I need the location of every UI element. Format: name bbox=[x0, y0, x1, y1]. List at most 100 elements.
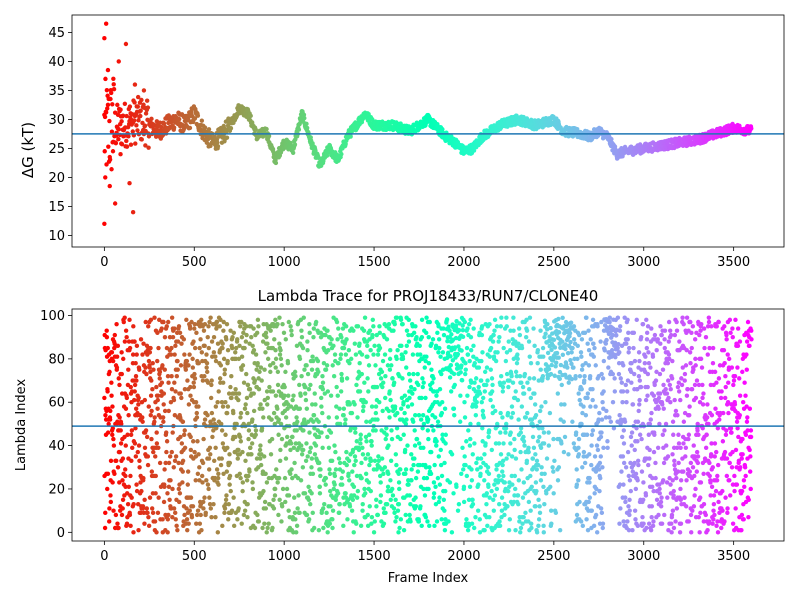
lambda-point bbox=[136, 395, 141, 401]
lambda-point bbox=[149, 469, 155, 474]
lambda-point bbox=[621, 482, 626, 487]
lambda-point bbox=[265, 402, 270, 407]
lambda-point bbox=[515, 493, 521, 498]
lambda-point bbox=[268, 328, 273, 333]
lambda-point bbox=[204, 352, 209, 357]
lambda-point bbox=[509, 454, 515, 459]
lambda-point bbox=[107, 369, 112, 375]
lambda-point bbox=[657, 491, 662, 496]
lambda-point bbox=[335, 393, 340, 398]
lambda-point bbox=[648, 527, 654, 533]
lambda-point bbox=[239, 521, 244, 526]
lambda-point bbox=[154, 384, 159, 390]
lambda-point bbox=[353, 458, 358, 463]
lambda-point bbox=[405, 443, 410, 448]
lambda-point bbox=[365, 343, 370, 349]
lambda-point bbox=[272, 337, 277, 342]
lambda-point bbox=[654, 347, 659, 353]
lambda-point bbox=[240, 488, 245, 494]
lambda-point bbox=[389, 436, 395, 442]
lambda-point bbox=[439, 371, 444, 377]
lambda-point bbox=[220, 404, 226, 409]
dg-point bbox=[127, 181, 132, 186]
lambda-point bbox=[498, 410, 503, 416]
lambda-point bbox=[478, 471, 483, 476]
lambda-point bbox=[180, 469, 185, 474]
lambda-point bbox=[221, 380, 226, 385]
lambda-point bbox=[316, 434, 322, 440]
lambda-point bbox=[273, 393, 279, 398]
dg-point bbox=[119, 142, 125, 147]
lambda-point bbox=[302, 391, 308, 396]
lambda-point bbox=[590, 428, 596, 433]
lambda-point bbox=[124, 334, 129, 340]
lambda-point bbox=[344, 337, 349, 342]
lambda-point bbox=[312, 426, 317, 431]
lambda-point bbox=[192, 371, 197, 377]
lambda-point bbox=[368, 347, 373, 353]
lambda-point bbox=[222, 367, 228, 372]
lambda-point bbox=[315, 358, 321, 364]
lambda-point bbox=[416, 441, 422, 446]
lambda-point bbox=[288, 404, 294, 409]
lambda-point bbox=[585, 391, 591, 396]
lambda-point bbox=[535, 439, 541, 444]
lambda-point bbox=[425, 519, 430, 524]
lambda-point bbox=[436, 337, 442, 342]
lambda-point bbox=[382, 352, 388, 357]
lambda-point bbox=[400, 376, 405, 381]
lambda-point bbox=[419, 317, 425, 323]
lambda-point bbox=[231, 330, 237, 336]
lambda-point bbox=[438, 447, 443, 453]
lambda-point bbox=[148, 413, 153, 418]
lambda-point bbox=[401, 527, 407, 533]
lambda-point bbox=[614, 333, 619, 338]
lambda-point bbox=[448, 389, 454, 394]
lambda-point bbox=[626, 330, 631, 336]
lambda-point bbox=[524, 458, 530, 463]
lambda-point bbox=[513, 369, 519, 375]
lambda-point bbox=[631, 345, 636, 351]
lambda-point bbox=[363, 456, 368, 461]
lambda-point bbox=[386, 471, 391, 476]
lambda-point bbox=[350, 469, 355, 474]
lambda-point bbox=[369, 443, 374, 448]
lambda-point bbox=[277, 315, 282, 320]
lambda-point bbox=[119, 421, 124, 427]
lambda-point bbox=[639, 469, 645, 474]
lambda-point bbox=[431, 376, 436, 381]
lambda-point bbox=[118, 441, 124, 446]
lambda-point bbox=[668, 332, 674, 338]
lambda-point bbox=[561, 449, 567, 455]
lambda-point bbox=[419, 395, 424, 401]
lambda-point bbox=[276, 432, 281, 437]
dg-y-tick-label: 30 bbox=[48, 113, 65, 128]
lambda-point bbox=[600, 400, 605, 405]
lambda-point bbox=[437, 387, 443, 392]
dg-point bbox=[104, 162, 109, 167]
lambda-point bbox=[275, 369, 281, 375]
lambda-point bbox=[308, 445, 313, 450]
lambda-point bbox=[309, 367, 315, 372]
lambda-point bbox=[265, 395, 270, 401]
lambda-point bbox=[178, 391, 183, 396]
lambda-point bbox=[384, 432, 389, 437]
lambda-point bbox=[375, 512, 381, 518]
lambda-point bbox=[155, 510, 161, 516]
lambda-point bbox=[344, 462, 349, 468]
lambda-point bbox=[601, 389, 606, 394]
lambda-point bbox=[608, 419, 614, 424]
lambda-point bbox=[649, 514, 654, 520]
lambda-point bbox=[541, 530, 546, 535]
dg-point bbox=[124, 144, 130, 149]
lambda-point bbox=[581, 404, 586, 409]
lambda-point bbox=[486, 428, 492, 433]
lambda-point bbox=[242, 406, 248, 411]
lambda-point bbox=[105, 471, 111, 476]
lambda-point bbox=[262, 367, 267, 372]
lambda-point bbox=[177, 330, 183, 336]
lambda-point bbox=[141, 475, 146, 481]
lambda-point bbox=[483, 441, 488, 446]
lambda-point bbox=[541, 484, 546, 489]
lambda-point bbox=[186, 521, 191, 526]
